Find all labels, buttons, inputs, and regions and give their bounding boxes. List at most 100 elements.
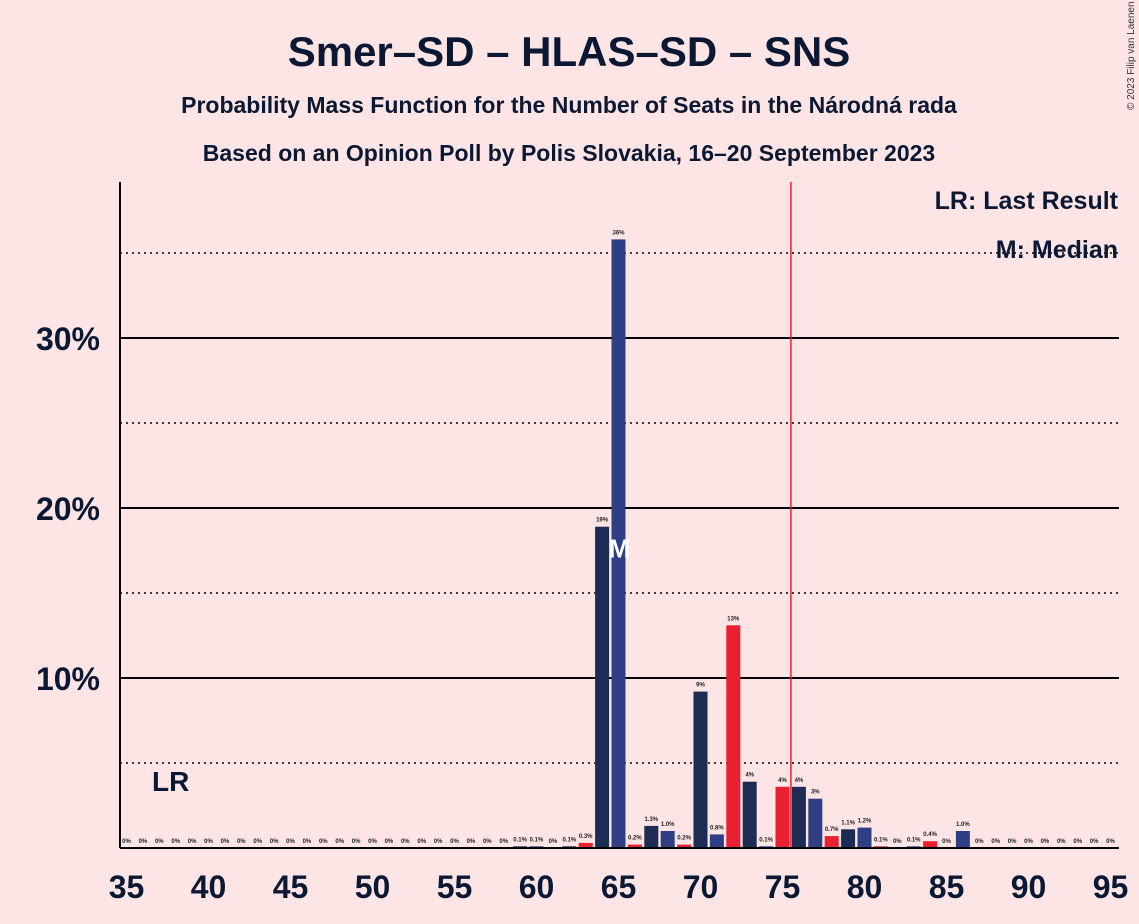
bar-label: 0% [942, 839, 951, 845]
x-tick-label: 40 [191, 869, 227, 905]
copyright-notice: © 2023 Filip van Laenen [1126, 1, 1137, 110]
bar-label: 0% [188, 839, 197, 845]
bar-seat-71 [709, 834, 724, 848]
bar-seat-78 [824, 836, 839, 848]
bar-seat-64 [595, 526, 610, 848]
bar-label: 0% [352, 839, 361, 845]
bar-label: 4% [795, 778, 804, 784]
bar-label: 0% [467, 839, 476, 845]
bar-label: 0% [1106, 839, 1115, 845]
bar-label: 0% [893, 839, 902, 845]
bars [513, 239, 970, 848]
x-tick-label: 95 [1093, 869, 1129, 905]
x-tick-label: 90 [1011, 869, 1047, 905]
bar-label: 0.1% [907, 837, 921, 843]
chart-subtitle-1: Probability Mass Function for the Number… [181, 92, 957, 118]
bar-label: 0% [1024, 839, 1033, 845]
chart-subtitle-2: Based on an Opinion Poll by Polis Slovak… [203, 140, 935, 166]
legend-last-result: LR: Last Result [935, 187, 1119, 215]
bar-label: 0% [483, 839, 492, 845]
bar-label: 1.0% [661, 822, 675, 828]
bar-label: 0% [221, 839, 230, 845]
bar-label: 0% [155, 839, 164, 845]
bar-label: 0% [270, 839, 279, 845]
bar-seat-73 [742, 781, 757, 848]
bar-label: 0.8% [710, 825, 724, 831]
bar-label: 0% [139, 839, 148, 845]
bar-seat-76 [791, 786, 806, 848]
bar-label: 0% [204, 839, 213, 845]
bar-label: 4% [745, 773, 754, 779]
bar-label: 0.3% [579, 834, 593, 840]
bar-label: 0% [1090, 839, 1099, 845]
bar-label: 0% [549, 839, 558, 845]
bar-label: 0% [303, 839, 312, 845]
bar-label: 0.1% [562, 837, 576, 843]
x-tick-label: 75 [765, 869, 801, 905]
axes: 10% 20% 30% 35 40 45 50 55 60 65 70 75 80 85 90 95 [36, 182, 1128, 905]
y-tick-label: 10% [36, 661, 100, 697]
x-tick-label: 60 [519, 869, 555, 905]
y-tick-label: 30% [36, 321, 100, 357]
x-tick-label: 85 [929, 869, 965, 905]
bar-label: 0.1% [513, 837, 527, 843]
bar-labels: 0% 0% 0% 0% 0% 0% 0% 0% 0% 0% 0% 0% 0% 0% 0% 0% 0% 0% 0% 0%… [122, 230, 1115, 845]
bar-seat-65 [611, 239, 626, 848]
bar-seat-66 [627, 844, 642, 848]
chart-title: Smer–SD – HLAS–SD – SNS [288, 28, 851, 75]
bar-label: 9% [696, 683, 705, 689]
bar-label: 0.1% [530, 837, 544, 843]
bar-seat-63 [578, 842, 593, 848]
bar-label: 0% [1057, 839, 1066, 845]
bar-seat-79 [841, 829, 856, 848]
bar-label: 0.2% [628, 836, 642, 842]
bar-label: 0.1% [874, 837, 888, 843]
bar-label: 0.2% [677, 836, 691, 842]
bar-label: 0% [385, 839, 394, 845]
bar-label: 0.7% [825, 827, 839, 833]
bar-label: 0% [319, 839, 328, 845]
bar-label: 0% [286, 839, 295, 845]
bar-seat-68 [660, 831, 675, 848]
bar-seat-77 [808, 798, 823, 848]
legend-median: M: Median [996, 236, 1118, 264]
bar-seat-67 [644, 825, 659, 848]
y-tick-label: 20% [36, 491, 100, 527]
x-tick-label: 65 [601, 869, 637, 905]
bar-label: 0% [434, 839, 443, 845]
bar-label: 0% [1041, 839, 1050, 845]
bar-seat-84 [923, 841, 938, 848]
bar-seat-80 [857, 827, 872, 848]
x-tick-label: 35 [109, 869, 145, 905]
bar-label: 1.1% [841, 820, 855, 826]
bar-label: 0.1% [759, 837, 773, 843]
median-marker-text: M [609, 533, 631, 563]
bar-label: 0% [253, 839, 262, 845]
bar-label: 1.2% [858, 819, 872, 825]
bar-label: 0% [1073, 839, 1082, 845]
bar-label: 1.0% [956, 822, 970, 828]
bar-label: 0% [450, 839, 459, 845]
bar-label: 3% [811, 790, 820, 796]
bar-label: 0% [335, 839, 344, 845]
bar-seat-72 [726, 625, 741, 848]
bar-label: 0% [122, 839, 131, 845]
bar-label: 0% [417, 839, 426, 845]
bar-label: 13% [727, 616, 740, 622]
x-tick-label: 50 [355, 869, 391, 905]
bar-seat-70 [693, 691, 708, 848]
bar-label: 0% [499, 839, 508, 845]
bar-label: 36% [612, 230, 625, 236]
x-tick-label: 80 [847, 869, 883, 905]
bar-label: 0% [237, 839, 246, 845]
last-result-marker: LR [152, 766, 189, 797]
bar-label: 0% [401, 839, 410, 845]
x-tick-label: 55 [437, 869, 473, 905]
bar-label: 0% [368, 839, 377, 845]
x-tick-label: 70 [683, 869, 719, 905]
bar-label: 19% [596, 518, 609, 524]
bar-label: 0% [991, 839, 1000, 845]
bar-label: 0% [171, 839, 180, 845]
bar-seat-69 [677, 844, 692, 848]
